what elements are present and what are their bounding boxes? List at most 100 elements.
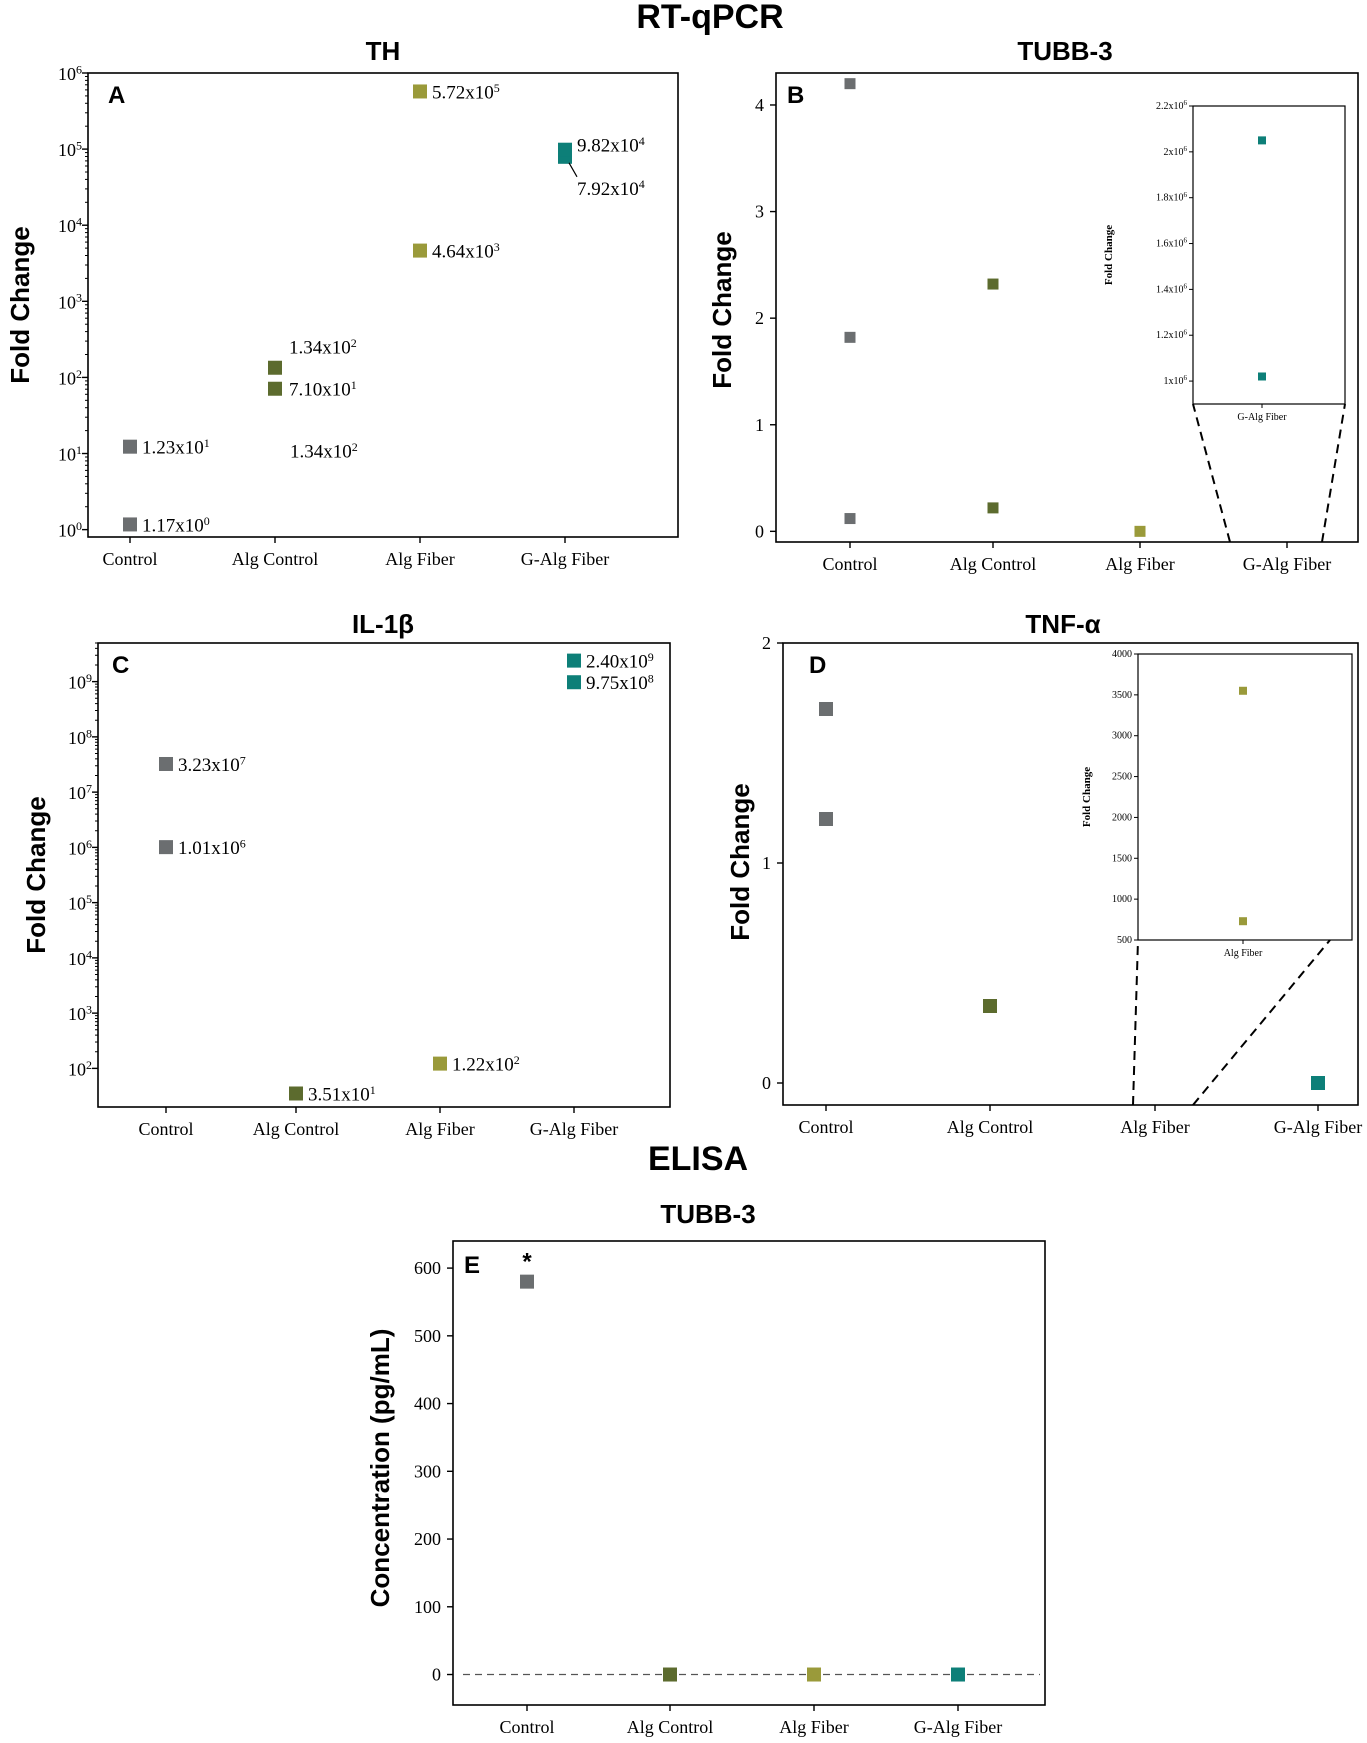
y-axis-label: Fold Change	[707, 231, 737, 388]
y-axis-label: Fold Change	[725, 783, 755, 940]
data-label: 1.01x106	[178, 837, 246, 860]
panel-letter: D	[809, 652, 826, 679]
y-tick-label: 0	[432, 1665, 441, 1685]
data-point	[123, 517, 137, 532]
data-label: 3.23x107	[178, 753, 246, 776]
data-point	[520, 1274, 534, 1289]
y-tick-label: 100	[414, 1597, 441, 1617]
y-tick-label: 104	[58, 215, 82, 237]
data-label: 4.64x103	[432, 240, 500, 263]
data-point	[159, 756, 173, 771]
data-point	[951, 1667, 965, 1682]
panel-title: IL-1β	[352, 609, 414, 639]
y-tick-label: 101	[58, 443, 82, 465]
data-point	[123, 439, 137, 454]
data-point	[268, 360, 282, 375]
significance-marker: *	[522, 1249, 532, 1276]
panel-b: TUBB-3 B Fold Change 0 1 2 3 4 Control Alg Contro…	[707, 36, 1359, 574]
data-point	[413, 84, 427, 99]
data-label: 1.17x100	[142, 514, 210, 537]
data-point	[558, 142, 572, 157]
y-tick-label: 1	[755, 415, 764, 435]
inset-y-tick-label: 4000	[1112, 649, 1132, 660]
inset-y-tick-label: 3500	[1112, 690, 1132, 701]
inset-y-tick-label: 3000	[1112, 731, 1132, 742]
plot-frame	[775, 72, 1359, 543]
data-point	[413, 243, 427, 258]
y-tick-label: 104	[68, 947, 92, 969]
panel-title: TUBB-3	[660, 1199, 755, 1229]
panel-c: IL-1β C Fold Change 102 103 104 105 106 107 108 10…	[21, 609, 671, 1139]
plot-frame	[782, 642, 1359, 1106]
x-tick-label: Control	[822, 554, 877, 574]
y-tick-label: 103	[58, 291, 82, 313]
data-label: 9.82x104	[577, 134, 645, 157]
y-tick-label: 106	[58, 62, 82, 84]
inset-y-axis-label: Fold Change	[1081, 767, 1093, 827]
y-tick-label: 106	[68, 837, 92, 859]
inset-y-tick-label: 2000	[1112, 812, 1132, 823]
inset-frame	[1137, 653, 1353, 941]
data-label: 3.51x101	[308, 1083, 376, 1106]
inset-panel: 1x106 1.2x106 1.4x106 1.6x106 1.8x106 2x106 2.…	[1103, 99, 1346, 423]
panel-a: TH A Fold Change 100 101 102 103 104 105 106 Contr…	[5, 36, 679, 569]
x-tick-label: G-Alg Fiber	[914, 1717, 1003, 1737]
x-tick-label: Alg Fiber	[1105, 554, 1175, 574]
y-tick-label: 105	[68, 892, 92, 914]
zoom-connector-line	[1321, 403, 1346, 543]
inset-y-tick-label: 1.8x106	[1156, 191, 1188, 204]
zoom-connector-line	[1132, 939, 1139, 1106]
inset-data-point	[1258, 136, 1266, 145]
data-point	[1134, 525, 1146, 537]
y-tick-label: 4	[755, 95, 764, 115]
data-label: 1.23x101	[142, 436, 210, 459]
x-tick-label: G-Alg Fiber	[521, 549, 610, 569]
y-tick-label: 100	[58, 519, 82, 541]
y-tick-label: 108	[68, 726, 92, 748]
inset-y-tick-label: 1.6x106	[1156, 237, 1188, 250]
y-tick-label: 600	[414, 1258, 441, 1278]
y-tick-label: 2	[762, 633, 771, 653]
plot-frame	[452, 1240, 1046, 1706]
inset-y-tick-label: 500	[1117, 935, 1132, 946]
inset-y-tick-label: 1500	[1112, 853, 1132, 864]
data-point	[1311, 1076, 1325, 1090]
x-tick-label: G-Alg Fiber	[1274, 1117, 1363, 1137]
inset-panel: 500 1000 1500 2000 2500 3000 3500 4000 Alg Fiber…	[1081, 649, 1353, 959]
inset-y-tick-label: 2x106	[1164, 145, 1188, 158]
x-tick-label: Control	[798, 1117, 853, 1137]
x-tick-label: Control	[102, 549, 157, 569]
inset-y-tick-label: 1.2x106	[1156, 328, 1188, 341]
panel-letter: B	[787, 82, 804, 109]
x-tick-label: Control	[138, 1119, 193, 1139]
data-label: 1.34x102	[289, 336, 357, 359]
panel-title: TH	[366, 36, 401, 66]
data-point	[844, 331, 856, 343]
panel-title: TNF-α	[1025, 609, 1100, 639]
y-axis-label: Fold Change	[5, 226, 35, 383]
y-tick-label: 200	[414, 1529, 441, 1549]
y-tick-label: 3	[755, 202, 764, 222]
panel-letter: A	[108, 82, 125, 109]
y-tick-label: 400	[414, 1394, 441, 1414]
panel-e: TUBB-3 E Concentration (pg/mL) 0 100 200 300 40…	[365, 1199, 1046, 1737]
section-title-elisa: ELISA	[648, 1140, 748, 1178]
data-point	[567, 653, 581, 668]
data-label: 5.72x105	[432, 81, 500, 104]
y-tick-label: 109	[68, 671, 92, 693]
label-leader-line	[568, 162, 578, 178]
zoom-connector-line	[1192, 403, 1231, 543]
panel-title: TUBB-3	[1017, 36, 1112, 66]
y-tick-label: 105	[58, 139, 82, 161]
zoom-connector-line	[1192, 939, 1331, 1106]
data-label: 7.10x101	[289, 378, 357, 401]
section-title-rtqpcr: RT-qPCR	[636, 0, 783, 36]
y-tick-label: 1	[762, 853, 771, 873]
data-point	[844, 78, 856, 90]
x-tick-label: Alg Fiber	[1120, 1117, 1190, 1137]
inset-x-tick-label: Alg Fiber	[1224, 948, 1263, 959]
inset-y-tick-label: 2500	[1112, 772, 1132, 783]
data-label: 2.40x109	[586, 650, 654, 673]
data-point	[289, 1086, 303, 1101]
